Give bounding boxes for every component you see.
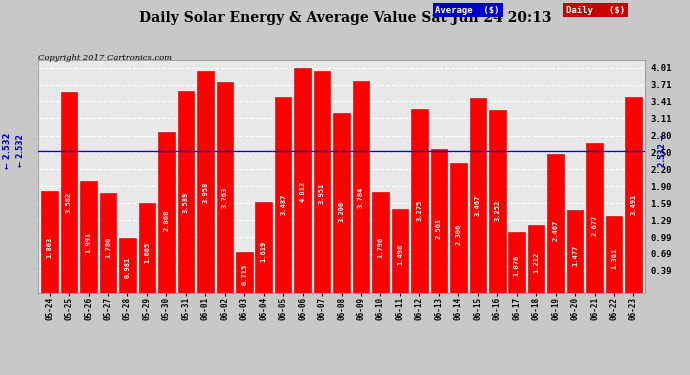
Bar bbox=[606, 216, 622, 292]
Text: 3.958: 3.958 bbox=[202, 182, 208, 203]
Text: 2.532 →: 2.532 → bbox=[658, 134, 667, 167]
Bar bbox=[547, 154, 564, 292]
Text: 3.589: 3.589 bbox=[183, 191, 189, 213]
Text: 2.306: 2.306 bbox=[455, 224, 462, 245]
Text: 2.467: 2.467 bbox=[553, 220, 559, 241]
Bar bbox=[566, 210, 583, 292]
Bar bbox=[295, 68, 311, 292]
Bar bbox=[197, 71, 214, 292]
Text: 1.803: 1.803 bbox=[47, 236, 52, 258]
Text: 3.275: 3.275 bbox=[416, 199, 422, 220]
Bar bbox=[177, 92, 194, 292]
Text: 3.487: 3.487 bbox=[280, 194, 286, 215]
Bar bbox=[489, 110, 506, 292]
Bar bbox=[236, 252, 253, 292]
Text: 1.796: 1.796 bbox=[377, 237, 384, 258]
Text: 3.491: 3.491 bbox=[631, 194, 636, 215]
Text: 1.076: 1.076 bbox=[513, 255, 520, 276]
Bar bbox=[275, 97, 291, 292]
Text: 1.991: 1.991 bbox=[86, 232, 92, 253]
Bar bbox=[625, 97, 642, 292]
Bar bbox=[61, 92, 77, 292]
Bar bbox=[431, 149, 447, 292]
Bar bbox=[80, 181, 97, 292]
Bar bbox=[41, 192, 58, 292]
Text: 3.252: 3.252 bbox=[494, 200, 500, 221]
Text: 1.619: 1.619 bbox=[261, 241, 267, 262]
Text: 2.868: 2.868 bbox=[164, 210, 170, 231]
Text: 3.200: 3.200 bbox=[339, 201, 344, 222]
Text: 1.477: 1.477 bbox=[572, 244, 578, 266]
Text: 3.784: 3.784 bbox=[358, 186, 364, 208]
Text: 2.677: 2.677 bbox=[591, 214, 598, 236]
Text: 2.561: 2.561 bbox=[436, 217, 442, 238]
Bar bbox=[392, 209, 408, 292]
Text: 1.498: 1.498 bbox=[397, 244, 403, 266]
Bar bbox=[586, 142, 603, 292]
Bar bbox=[314, 71, 331, 292]
Text: Average  ($): Average ($) bbox=[435, 6, 500, 15]
Text: ← 2.532: ← 2.532 bbox=[16, 134, 25, 167]
Text: ← 2.532: ← 2.532 bbox=[3, 132, 12, 169]
Text: 3.951: 3.951 bbox=[319, 182, 325, 204]
Bar bbox=[158, 132, 175, 292]
Bar bbox=[333, 113, 350, 292]
Text: 1.361: 1.361 bbox=[611, 248, 617, 269]
Bar bbox=[372, 192, 388, 292]
Text: 4.012: 4.012 bbox=[299, 181, 306, 202]
Text: 3.582: 3.582 bbox=[66, 192, 72, 213]
Bar bbox=[353, 81, 369, 292]
Bar bbox=[139, 202, 155, 292]
Bar bbox=[528, 225, 544, 292]
Bar bbox=[450, 163, 466, 292]
Text: 3.763: 3.763 bbox=[221, 187, 228, 208]
Text: 0.715: 0.715 bbox=[241, 264, 247, 285]
Text: 0.981: 0.981 bbox=[124, 257, 130, 278]
Bar bbox=[469, 98, 486, 292]
Bar bbox=[217, 82, 233, 292]
Text: 3.467: 3.467 bbox=[475, 195, 481, 216]
Text: 1.212: 1.212 bbox=[533, 251, 539, 273]
Bar bbox=[100, 193, 117, 292]
Bar bbox=[119, 237, 136, 292]
Text: Daily   ($): Daily ($) bbox=[566, 6, 625, 15]
Text: Copyright 2017 Cartronics.com: Copyright 2017 Cartronics.com bbox=[38, 54, 172, 62]
Bar bbox=[255, 202, 272, 292]
Text: Daily Solar Energy & Average Value Sat Jun 24 20:13: Daily Solar Energy & Average Value Sat J… bbox=[139, 11, 551, 25]
Text: 1.780: 1.780 bbox=[105, 237, 111, 258]
Bar bbox=[411, 109, 428, 292]
Bar bbox=[509, 232, 525, 292]
Text: 1.605: 1.605 bbox=[144, 242, 150, 262]
